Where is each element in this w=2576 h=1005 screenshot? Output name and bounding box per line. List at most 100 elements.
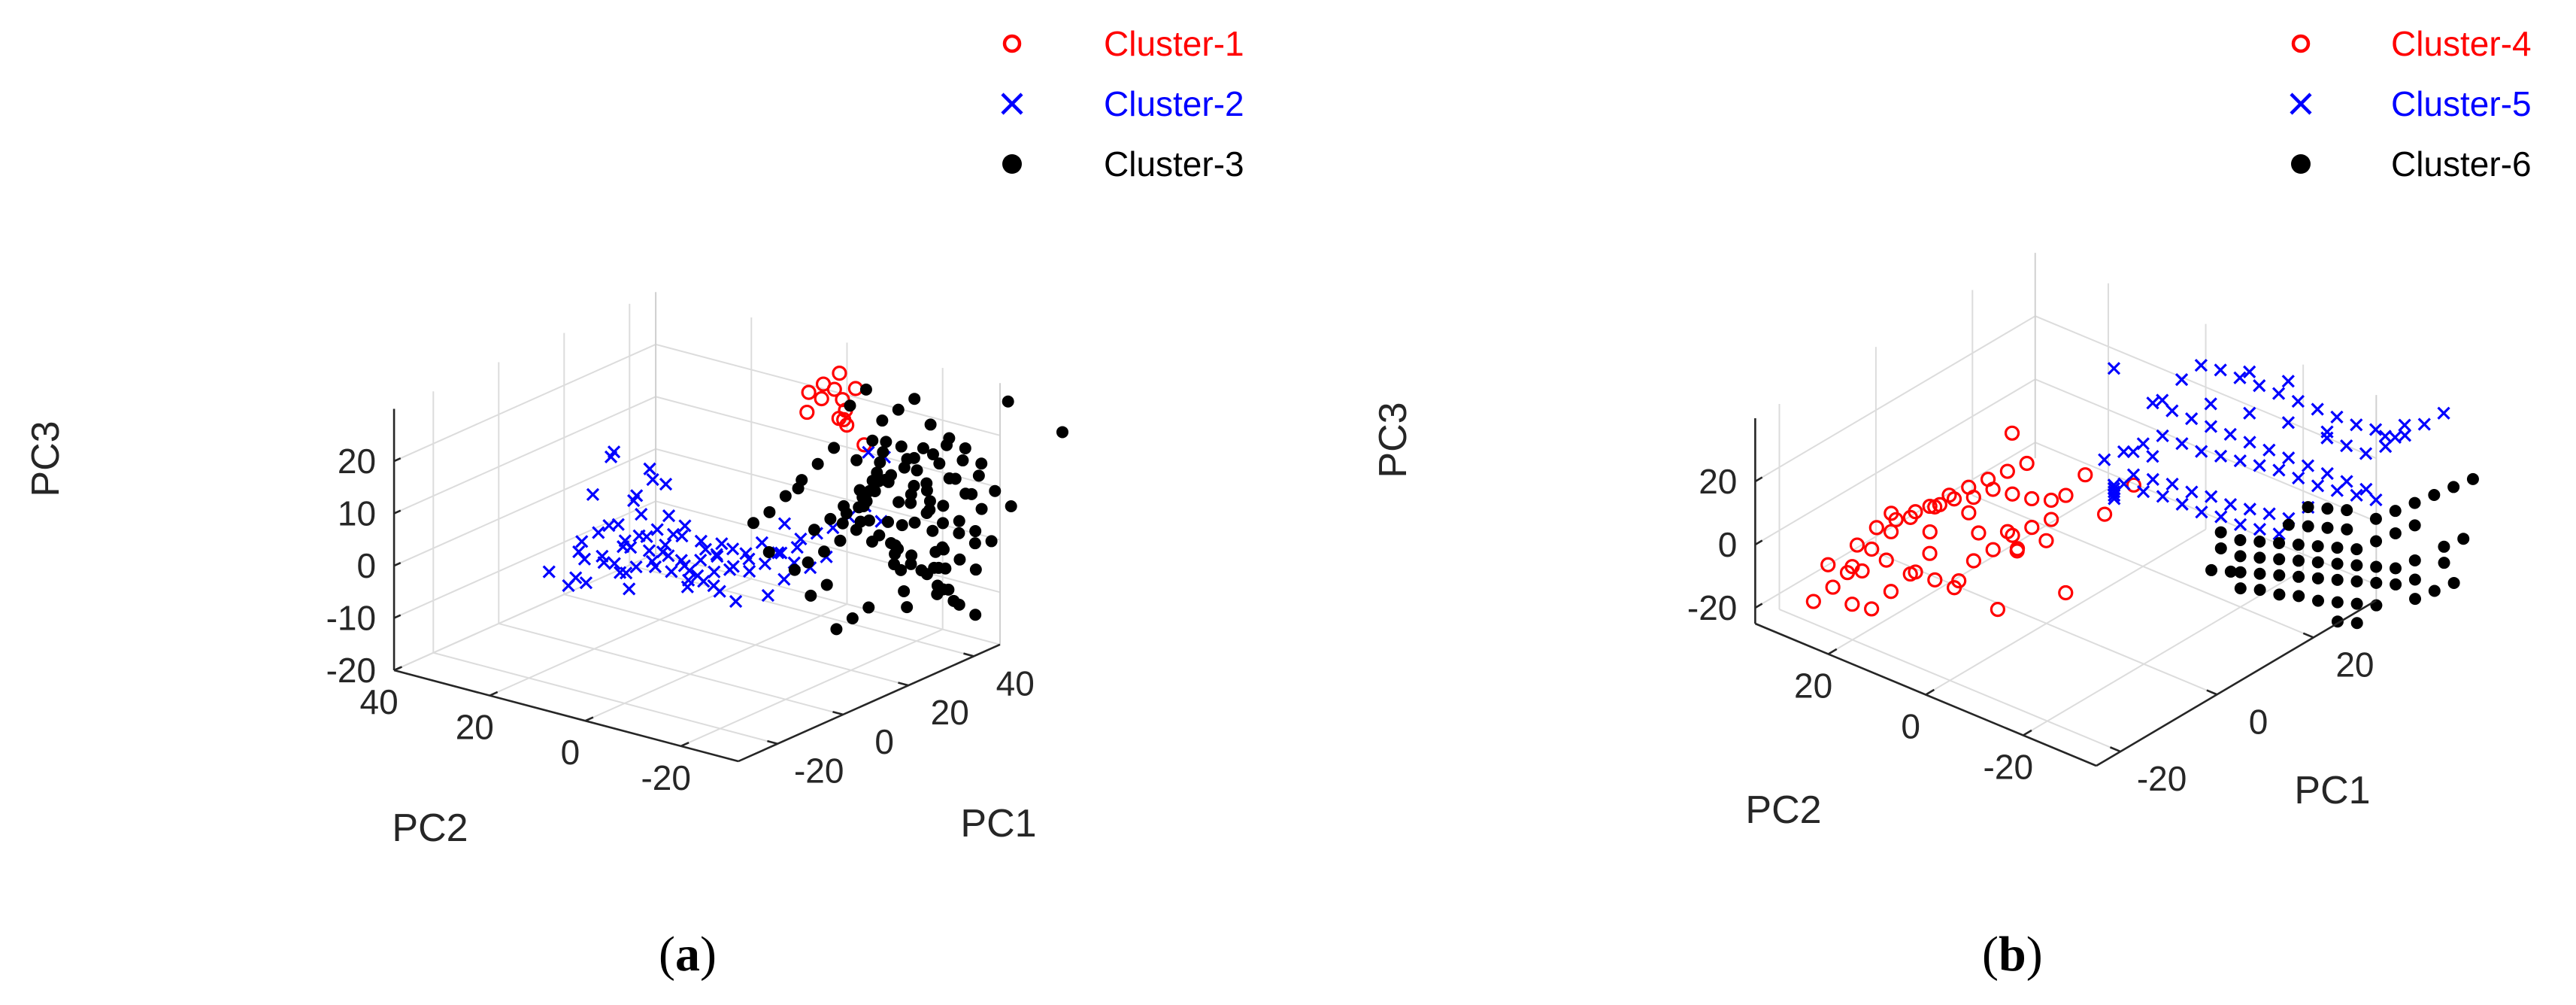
panel-a-z-tick	[393, 614, 402, 619]
cluster-4-point	[1884, 506, 1899, 521]
panel-b-legend: Cluster-4 Cluster-5 Cluster-6	[2290, 24, 2532, 184]
cluster-1-point	[799, 404, 815, 421]
panel-a-points	[542, 366, 1068, 636]
panel-b-z-tick-label: -20	[1687, 588, 1737, 627]
cluster-5-point	[2136, 485, 2150, 499]
cluster-3-point	[928, 561, 941, 574]
cluster-2-point	[675, 529, 689, 543]
cluster-3-point	[985, 535, 998, 548]
panel-a-x-tick	[767, 739, 778, 745]
panel-b-y-tick-label: -20	[1984, 748, 2033, 787]
cluster-2-point	[623, 582, 636, 596]
cluster-5-point	[2156, 429, 2169, 442]
panel-a-grid-floor-y	[585, 603, 847, 722]
panel-b-y-tick	[1925, 688, 1935, 696]
cluster-3-point	[931, 588, 944, 600]
cluster-3-point	[943, 432, 956, 445]
cluster-3-point	[805, 589, 817, 602]
panel-b-series-cluster-4	[1805, 425, 2141, 618]
cluster-3-point	[818, 545, 831, 558]
panel-a-series-cluster-3	[747, 383, 1068, 636]
cluster-5-point	[2320, 466, 2334, 481]
cluster-2-point	[662, 509, 676, 523]
cluster-6-point	[2350, 559, 2363, 572]
cluster-6-point	[2390, 578, 2402, 591]
cluster-6-point	[2293, 570, 2305, 583]
cluster-6-point	[2282, 518, 2295, 531]
cluster-5-point	[2214, 363, 2227, 377]
cluster-4-point	[1864, 541, 1880, 557]
cluster-5-point	[2146, 472, 2159, 486]
cluster-3-point	[895, 563, 908, 576]
panel-a-grid-wall-z	[393, 396, 656, 515]
panel-a-y-tick-label: -20	[641, 758, 690, 797]
cluster-3-point	[923, 495, 936, 508]
cluster-6-point	[2457, 533, 2470, 545]
cluster-3-point	[828, 442, 841, 454]
cluster-4-point	[1922, 524, 1938, 540]
cluster-6-point	[2312, 594, 2325, 607]
cluster-5-point	[2233, 371, 2247, 384]
panel-a-x-tick	[963, 652, 974, 657]
cluster-5-point	[2350, 488, 2363, 502]
cluster-2-point	[862, 445, 875, 459]
cluster-2-point	[777, 572, 791, 586]
cluster-3-point	[908, 393, 921, 405]
panel-a-x-tick-label: 0	[874, 722, 894, 761]
panel-b-x-tick-label: -20	[2137, 759, 2187, 798]
cluster-5-point	[2320, 431, 2334, 445]
panel-b-z-tick	[1754, 539, 1763, 546]
cluster-3-point	[905, 549, 918, 562]
cluster-3-point	[788, 563, 801, 576]
panel-a-z-tick-label: -20	[326, 651, 376, 690]
cluster-4-point	[1902, 566, 1918, 582]
cluster-4-point	[1908, 504, 1923, 520]
cluster-3-point	[905, 557, 917, 570]
cluster-5-point	[2340, 475, 2353, 488]
panel-a-grid-floor-y	[489, 578, 752, 697]
cluster-2-point	[680, 580, 694, 594]
cluster-6-point	[2253, 536, 2266, 548]
cluster-6-point	[2292, 539, 2305, 551]
cluster-2-point	[648, 560, 662, 574]
cluster-6-point	[2331, 573, 2344, 586]
cluster-6-point	[2408, 519, 2421, 532]
cluster-2-point	[715, 537, 729, 551]
cluster-4-point	[1961, 505, 1977, 521]
cluster-3-point	[802, 556, 814, 569]
cluster-5-point	[2146, 396, 2159, 410]
panel-b-points	[1805, 358, 2479, 630]
panel-b-x-tick	[2109, 746, 2121, 753]
cluster-3-point	[876, 414, 889, 427]
cluster-4-point	[1849, 537, 1865, 553]
cluster-4-point	[2004, 425, 2020, 441]
cluster-6-point	[2273, 537, 2286, 550]
cluster-1-point	[832, 366, 847, 381]
cluster-6-point	[2389, 505, 2402, 518]
cluster-6-point	[2253, 584, 2266, 597]
cluster-5-point	[2243, 406, 2256, 420]
cluster-4-point	[1878, 552, 1894, 568]
cluster-6-point	[2302, 520, 2314, 533]
cluster-3-point	[866, 434, 879, 447]
panel-a-y-tick-label: 20	[456, 708, 494, 747]
panel-a-legend-label-cluster-1: Cluster-1	[1104, 24, 1244, 63]
cluster-6-point	[2428, 489, 2441, 502]
cluster-5-point	[2126, 445, 2140, 459]
cluster-6-point	[2447, 576, 2460, 589]
cluster-6-point	[2408, 573, 2421, 586]
panel-a-x-tick-label: 40	[996, 663, 1035, 703]
cluster-2-point	[579, 576, 593, 590]
panel-a-z-tick	[393, 457, 402, 463]
panel-b-caption: (b)	[1982, 927, 2043, 982]
cluster-2-point	[699, 542, 713, 556]
cluster-3-point	[920, 477, 933, 490]
cluster-4-point	[2005, 486, 2020, 502]
cluster-2-point	[620, 566, 633, 580]
cluster-2-point	[632, 529, 646, 542]
panel-a-y-tick	[680, 741, 689, 748]
cluster-3-point	[908, 479, 920, 492]
cluster-3-point	[877, 446, 889, 458]
cluster-5-point	[2369, 493, 2383, 507]
